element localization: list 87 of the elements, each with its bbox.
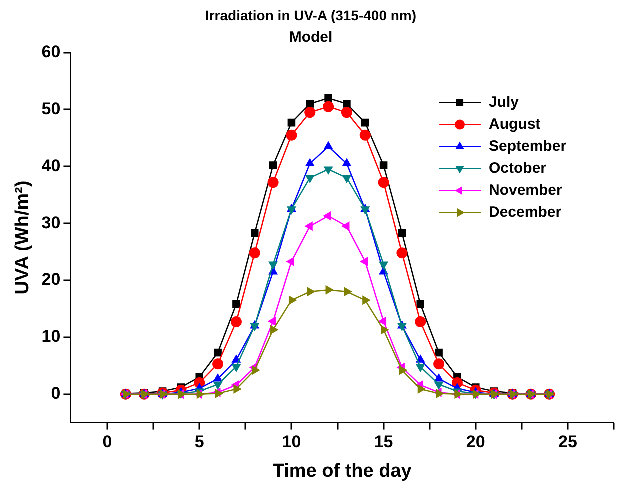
point	[342, 158, 352, 167]
point	[418, 384, 426, 394]
point	[250, 323, 260, 332]
point	[415, 316, 426, 328]
x-tick-label: 10	[282, 432, 302, 452]
x-tick-label: 5	[194, 432, 204, 452]
point	[307, 287, 316, 297]
point	[434, 382, 444, 390]
chart-title: Irradiation in UV-A (315-400 nm)	[205, 7, 417, 24]
point	[268, 177, 279, 188]
point	[324, 94, 332, 102]
point	[214, 348, 222, 357]
point	[215, 389, 224, 399]
y-tick-label: 10	[42, 327, 61, 346]
point	[326, 285, 334, 295]
x-tick-label: 15	[374, 432, 394, 452]
point	[288, 118, 296, 127]
point	[341, 222, 350, 232]
point	[361, 118, 370, 127]
legend-label: November	[489, 182, 563, 199]
point	[304, 107, 316, 118]
point	[286, 130, 298, 141]
y-axis-title: UVA (Wh/m²)	[12, 180, 34, 295]
point	[399, 366, 408, 376]
point	[381, 325, 390, 335]
point	[268, 262, 278, 270]
point	[341, 107, 352, 118]
legend-label: October	[489, 160, 547, 177]
point	[232, 300, 240, 308]
point	[434, 358, 445, 370]
point	[362, 296, 371, 306]
point	[252, 366, 260, 376]
point	[398, 229, 406, 238]
point	[270, 325, 279, 335]
point	[306, 100, 314, 108]
point	[305, 158, 315, 167]
legend-label: September	[489, 138, 567, 155]
point	[344, 287, 352, 297]
point	[397, 323, 407, 332]
x-axis-title: Time of the day	[272, 460, 412, 482]
point	[360, 130, 371, 141]
y-tick-label: 20	[42, 270, 61, 290]
point	[249, 248, 260, 259]
point	[324, 166, 334, 175]
point	[268, 316, 276, 326]
point	[435, 348, 443, 357]
chart-subtitle: Model	[289, 28, 333, 46]
point	[436, 389, 445, 399]
legend-label: July	[489, 94, 520, 111]
point	[342, 175, 352, 184]
point	[196, 390, 206, 400]
x-tick-label: 20	[466, 432, 486, 452]
y-tick-label: 60	[42, 42, 61, 62]
point	[378, 177, 390, 188]
point	[234, 384, 242, 394]
point	[286, 256, 294, 266]
y-tick-label: 0	[51, 384, 61, 404]
point	[212, 358, 224, 370]
point	[416, 300, 425, 308]
x-tick-label: 25	[558, 432, 578, 452]
point	[360, 256, 368, 266]
x-tick-label: 0	[102, 432, 112, 452]
point	[454, 390, 463, 400]
point	[232, 364, 242, 373]
point	[250, 229, 259, 238]
point	[305, 175, 315, 184]
point	[323, 101, 334, 112]
point	[324, 141, 334, 150]
point	[230, 316, 242, 328]
y-tick-label: 30	[42, 213, 61, 232]
point	[360, 206, 370, 215]
point	[396, 248, 408, 259]
point	[269, 162, 278, 170]
point	[343, 100, 351, 108]
point	[288, 296, 298, 306]
point	[213, 382, 223, 390]
point	[378, 316, 387, 326]
point	[323, 211, 332, 221]
point	[304, 222, 313, 232]
point	[379, 262, 389, 270]
legend-label: August	[489, 116, 541, 133]
y-tick-label: 40	[42, 156, 61, 176]
legend-label: December	[489, 204, 562, 221]
y-tick-label: 50	[42, 99, 61, 118]
point	[286, 206, 296, 215]
point	[380, 162, 388, 170]
point	[416, 364, 426, 373]
